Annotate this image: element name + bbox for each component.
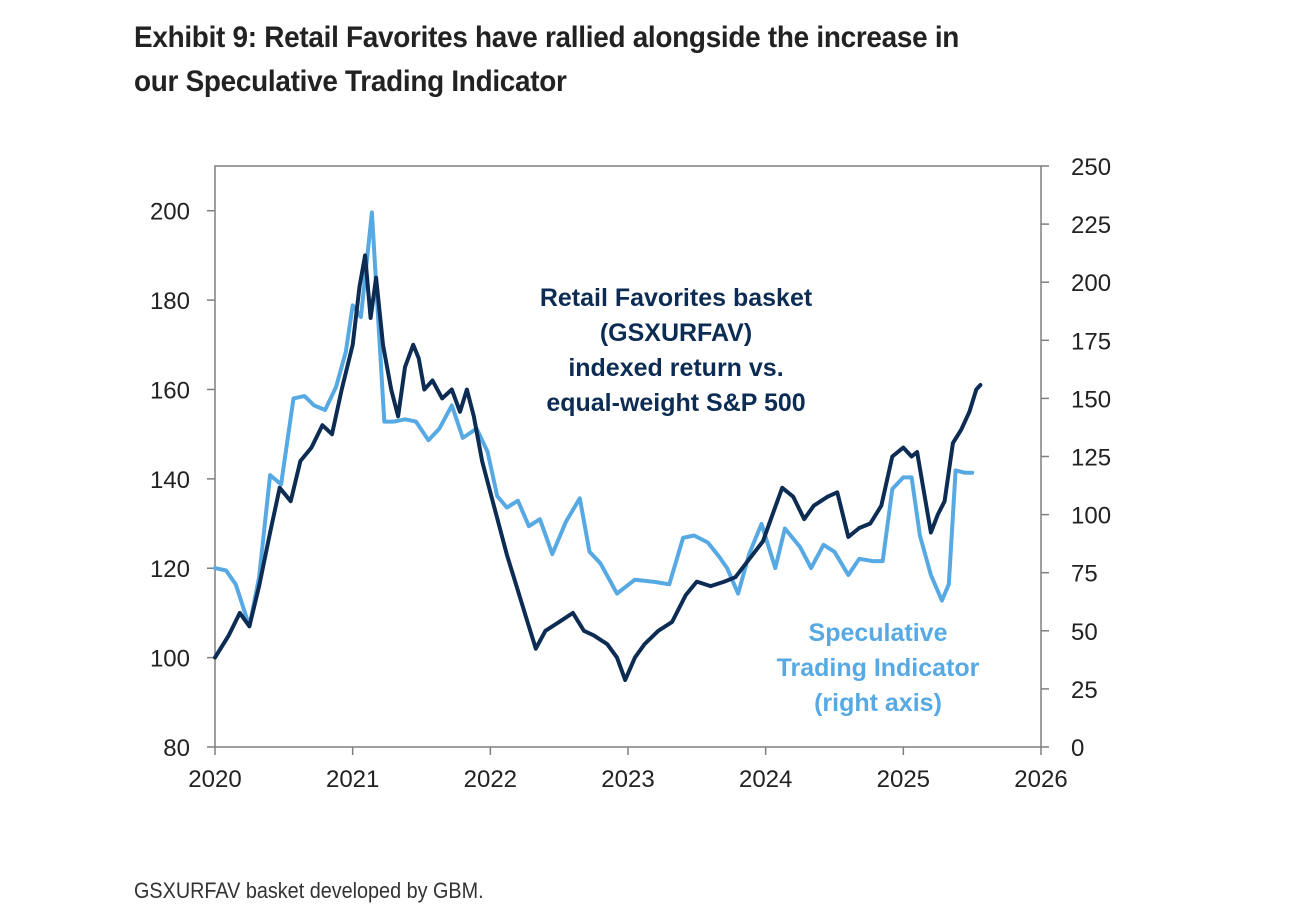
y-right-tick-label: 100 (1071, 503, 1111, 530)
annotation-retail-line: (GSXURFAV) (600, 319, 752, 347)
y-right-tick-label: 0 (1071, 735, 1084, 762)
y-left-tick-label: 180 (150, 288, 190, 315)
y-right-tick-label: 175 (1071, 328, 1111, 355)
y-left-tick-label: 140 (150, 467, 190, 494)
chart-title: Exhibit 9: Retail Favorites have rallied… (134, 16, 1064, 104)
chart-title-line-2: our Speculative Trading Indicator (134, 65, 567, 98)
chart-series-layer (213, 210, 983, 682)
chart-annotations: Retail Favorites basket (GSXURFAV) indexed… (540, 284, 980, 717)
x-tick-label: 2020 (188, 766, 241, 793)
y-right-tick-label: 50 (1071, 619, 1098, 646)
x-tick-label: 2022 (464, 766, 517, 793)
y-left-tick-label: 120 (150, 556, 190, 583)
x-tick-label: 2024 (739, 766, 792, 793)
annotation-speculative-line: Trading Indicator (777, 654, 980, 682)
annotation-retail-line: equal-weight S&P 500 (546, 389, 805, 417)
series-line-speculative (213, 210, 975, 629)
y-right-tick-label: 200 (1071, 270, 1111, 297)
chart-axes: 2020 2021 2022 2023 2024 2025 2026 80 100 120 140 1… (150, 154, 1111, 793)
chart-title-line-1: Exhibit 9: Retail Favorites have rallied… (134, 21, 960, 54)
y-right-tick-label: 225 (1071, 212, 1111, 239)
y-right-tick-label: 250 (1071, 154, 1111, 181)
x-tick-label: 2023 (601, 766, 654, 793)
x-tick-label: 2021 (326, 766, 379, 793)
y-left-tick-label: 80 (163, 735, 190, 762)
annotation-retail-line: indexed return vs. (568, 354, 783, 382)
x-tick-label: 2026 (1014, 766, 1067, 793)
y-left-tick-label: 200 (150, 199, 190, 226)
annotation-retail-line: Retail Favorites basket (540, 284, 813, 312)
y-right-tick-label: 25 (1071, 677, 1098, 704)
y-right-tick-label: 150 (1071, 386, 1111, 413)
y-left-tick-label: 160 (150, 377, 190, 404)
y-left-tick-label: 100 (150, 646, 190, 673)
annotation-speculative-line: Speculative (809, 619, 948, 647)
annotation-speculative-line: (right axis) (814, 689, 942, 717)
y-right-tick-label: 75 (1071, 561, 1098, 588)
y-right-tick-label: 125 (1071, 445, 1111, 472)
series-line-retail (213, 253, 983, 682)
footnote: GSXURFAV basket developed by GBM. (134, 878, 484, 903)
x-tick-label: 2025 (877, 766, 930, 793)
